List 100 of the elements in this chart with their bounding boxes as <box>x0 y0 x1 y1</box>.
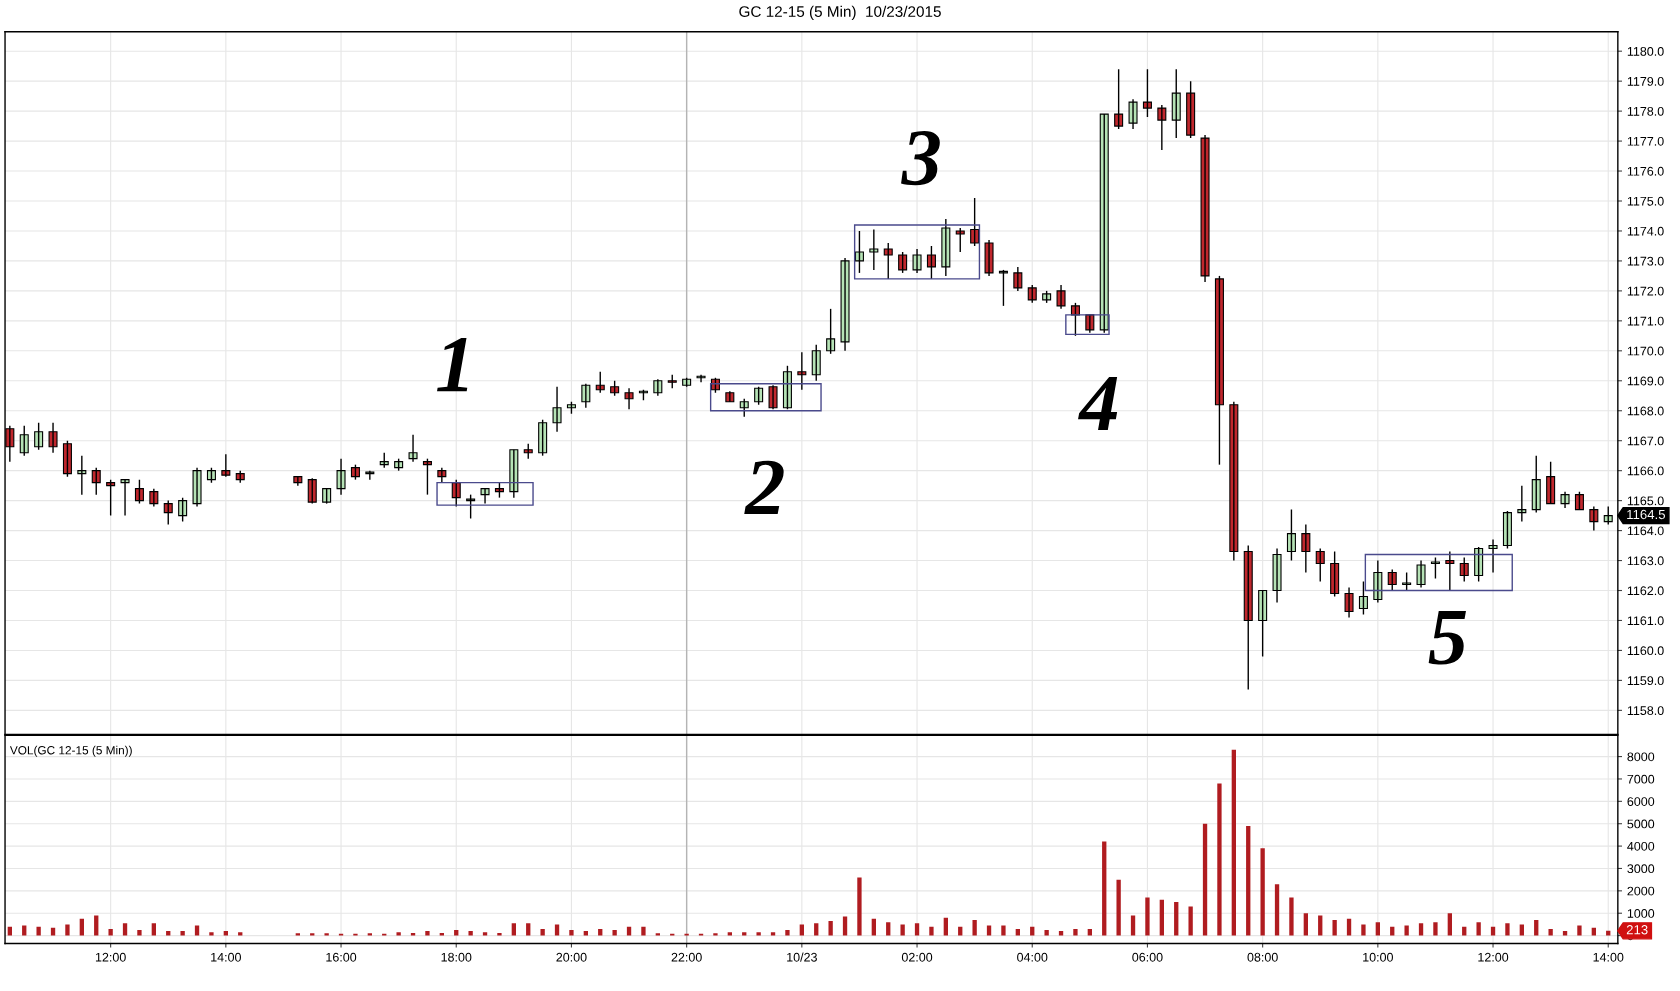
candlestick <box>984 239 994 277</box>
bar <box>1159 899 1164 936</box>
bar <box>1476 922 1481 936</box>
bar <box>497 932 502 936</box>
candlestick <box>1186 80 1196 139</box>
candlestick <box>1430 556 1440 580</box>
bar <box>454 930 459 936</box>
candlestick <box>998 269 1008 307</box>
bar <box>1519 924 1524 936</box>
bar <box>238 932 243 936</box>
bar <box>972 919 977 936</box>
bar <box>396 932 401 936</box>
bar <box>439 932 444 936</box>
bar <box>799 924 804 936</box>
bar <box>1591 927 1596 936</box>
bar <box>1087 928 1092 936</box>
x-tick-label: 08:00 <box>1247 952 1278 962</box>
y-tick-label: 1177.0 <box>1627 136 1664 146</box>
bar <box>1246 825 1251 936</box>
y-tick-label: 1175.0 <box>1627 196 1664 206</box>
annotation: 2 <box>744 460 784 514</box>
annotation: VOL(GC 12-15 (5 Min)) <box>9 745 132 757</box>
candlestick <box>1142 68 1152 118</box>
bar <box>986 925 992 936</box>
bar <box>1130 915 1136 936</box>
y-tick-label: 1162.0 <box>1627 586 1664 596</box>
bar <box>612 930 617 936</box>
bar <box>814 923 819 936</box>
bar <box>1346 918 1352 936</box>
candlestick <box>869 228 879 271</box>
text: 1164.5 <box>1627 509 1665 520</box>
x-tick-label: 12:00 <box>95 952 126 962</box>
bar <box>1490 926 1496 936</box>
bar <box>209 932 214 936</box>
bar <box>1390 926 1395 936</box>
bar <box>180 931 185 936</box>
bar <box>1073 928 1078 936</box>
x-tick-label: 22:00 <box>671 952 702 962</box>
chart-title: GC 12-15 (5 Min) 10/23/2015 <box>739 5 941 20</box>
candlestick <box>926 245 936 280</box>
bar <box>1433 922 1438 936</box>
bar <box>929 926 934 936</box>
bar <box>1188 906 1193 936</box>
bar <box>1030 926 1035 936</box>
y-tick-label: 1166.0 <box>1627 466 1664 476</box>
bar <box>1505 923 1510 936</box>
bar <box>1332 919 1337 936</box>
bar <box>324 933 329 936</box>
bar <box>1534 919 1539 936</box>
bar <box>526 923 531 936</box>
x-tick-label: 16:00 <box>326 952 357 962</box>
bar <box>511 923 516 936</box>
bar <box>1562 931 1568 936</box>
bar <box>900 924 905 936</box>
bar <box>1289 897 1294 936</box>
bar <box>1361 924 1366 936</box>
bar <box>482 932 488 936</box>
bar <box>1174 902 1179 936</box>
candlestick <box>307 477 317 505</box>
bar <box>842 916 848 936</box>
y-tick-label: 1161.0 <box>1627 616 1664 626</box>
y-tick-label: 7000 <box>1627 774 1655 784</box>
bar <box>626 926 632 936</box>
y-tick-label: 4000 <box>1627 841 1655 851</box>
y-tick-label: 6000 <box>1627 797 1655 806</box>
bar <box>367 933 372 936</box>
x-tick-label: 14:00 <box>211 952 241 962</box>
y-tick-label: 1000 <box>1627 909 1655 918</box>
bar <box>425 931 430 936</box>
candlestick <box>883 242 893 280</box>
x-tick-label: 02:00 <box>901 952 933 962</box>
y-tick-label: 1171.0 <box>1627 316 1664 326</box>
candlestick <box>1171 68 1181 139</box>
bar <box>857 877 862 936</box>
y-tick-label: 1170.0 <box>1627 346 1664 356</box>
bar <box>1318 915 1323 936</box>
bar <box>94 915 99 936</box>
bar <box>1202 823 1208 936</box>
annotation: 213 <box>1626 925 1648 935</box>
x-tick-label: 18:00 <box>441 952 472 962</box>
bar <box>1404 925 1409 936</box>
y-tick-label: 1178.0 <box>1627 106 1664 116</box>
y-tick-label: 2000 <box>1627 886 1655 896</box>
bar <box>166 931 171 936</box>
bar <box>1577 925 1582 936</box>
y-tick-label: 1168.0 <box>1627 406 1664 416</box>
candlestick <box>854 230 864 274</box>
bar <box>36 926 41 936</box>
bar <box>641 926 646 936</box>
y-tick-label: 1159.0 <box>1627 676 1664 686</box>
bar <box>79 918 84 936</box>
bar <box>1418 923 1424 936</box>
bar <box>1274 884 1280 936</box>
bar <box>785 930 790 936</box>
bar <box>713 933 718 936</box>
bar <box>540 928 545 936</box>
y-tick-label: 1179.0 <box>1627 76 1664 86</box>
x-tick-label: 20:00 <box>556 952 587 962</box>
bar <box>1044 930 1049 936</box>
bar <box>1375 922 1380 936</box>
